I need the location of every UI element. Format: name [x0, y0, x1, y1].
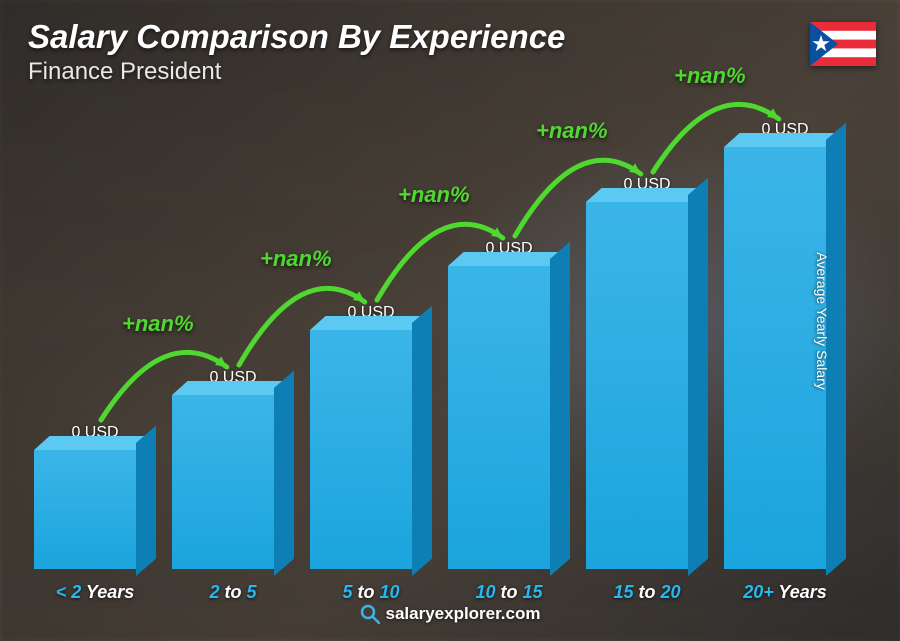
delta-label: +nan%	[536, 118, 608, 144]
category-label: 2 to 5	[209, 582, 256, 603]
bar-group: 0 USD2 to 5	[172, 369, 294, 569]
bar-group: 0 USD10 to 15	[448, 240, 570, 569]
bar-group: 0 USD15 to 20	[586, 176, 708, 569]
bar-chart: 0 USD< 2 Years0 USD2 to 50 USD5 to 100 U…	[34, 110, 846, 569]
delta-label: +nan%	[260, 246, 332, 272]
delta-label: +nan%	[398, 182, 470, 208]
category-label: 20+ Years	[743, 582, 827, 603]
delta-label: +nan%	[122, 311, 194, 337]
footer-site: salaryexplorer.com	[386, 604, 541, 624]
category-label: 5 to 10	[342, 582, 399, 603]
category-label: 10 to 15	[475, 582, 542, 603]
bar	[172, 395, 294, 569]
bar	[34, 450, 156, 569]
bar	[310, 330, 432, 569]
flag-icon	[810, 22, 876, 66]
magnify-icon	[360, 604, 380, 624]
bar	[448, 266, 570, 569]
bar-group: 0 USD< 2 Years	[34, 424, 156, 569]
category-label: < 2 Years	[56, 582, 135, 603]
category-label: 15 to 20	[613, 582, 680, 603]
y-axis-label: Average Yearly Salary	[813, 252, 829, 390]
header: Salary Comparison By Experience Finance …	[28, 18, 872, 86]
bar-group: 0 USD5 to 10	[310, 304, 432, 569]
footer: salaryexplorer.com	[0, 604, 900, 629]
bar	[586, 202, 708, 569]
chart-subtitle: Finance President	[28, 58, 872, 86]
chart-title: Salary Comparison By Experience	[28, 18, 872, 56]
